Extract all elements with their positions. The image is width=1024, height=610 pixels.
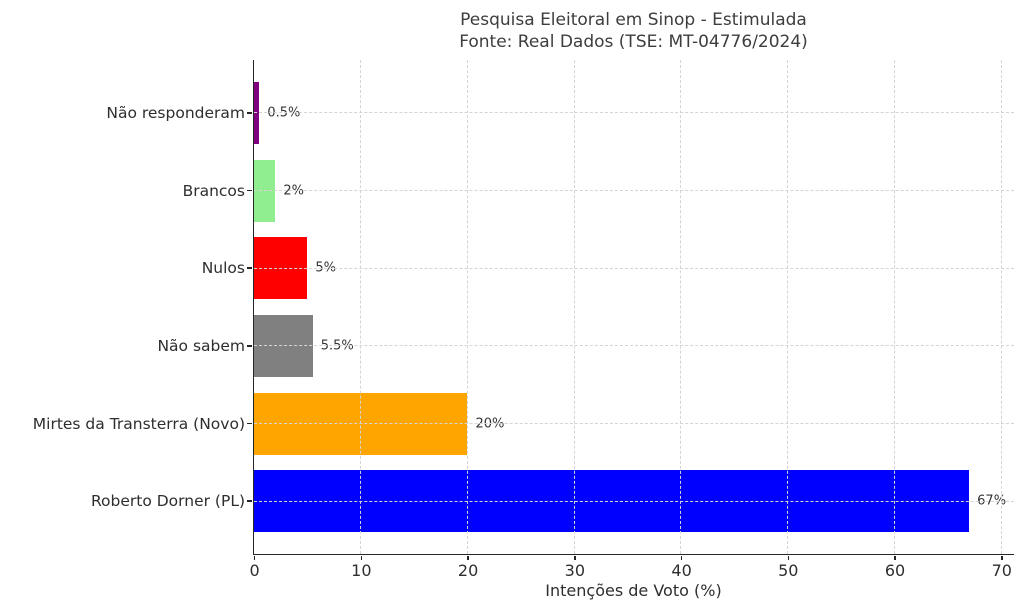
- gridline-vertical: [893, 60, 895, 554]
- category-label: Não responderam: [106, 103, 245, 122]
- category-label: Nulos: [201, 259, 245, 278]
- plot-area: 0.5% 2% 5% 5.5% 20% 67%: [247, 60, 1014, 555]
- x-tick-mark: [467, 555, 469, 561]
- gridline-vertical: [1000, 60, 1002, 554]
- gridline-vertical: [787, 60, 789, 554]
- x-tick-label: 40: [671, 561, 692, 580]
- y-tick-mark: [247, 267, 253, 269]
- x-tick-mark: [787, 555, 790, 561]
- y-tick-mark: [247, 112, 253, 114]
- y-tick-mark: [247, 422, 253, 425]
- x-tick-mark: [894, 555, 896, 561]
- gridline-horizontal: [254, 422, 1014, 424]
- x-axis: 0 10 20 30 40 50 60 70: [249, 555, 1014, 581]
- gridline-vertical: [466, 60, 468, 554]
- x-tick-label: 0: [249, 561, 260, 580]
- gridline-horizontal: [254, 189, 1014, 191]
- x-axis-title: Intenções de Voto (%): [545, 581, 722, 600]
- x-tick-label: 30: [564, 561, 585, 580]
- category-label: Brancos: [182, 181, 245, 200]
- chart-title-block: Pesquisa Eleitoral em Sinop - Estimulada…: [253, 9, 1014, 53]
- gridline-horizontal: [254, 500, 1014, 502]
- x-tick-mark: [360, 555, 363, 561]
- gridline-vertical: [573, 60, 575, 554]
- gridline-horizontal: [254, 112, 1014, 114]
- gridline-vertical: [360, 60, 362, 554]
- x-tick-label: 70: [991, 561, 1012, 580]
- category-label: Mirtes da Transterra (Novo): [32, 414, 245, 433]
- gridline-vertical: [680, 60, 682, 554]
- y-tick-mark: [247, 189, 253, 192]
- x-tick-label: 60: [884, 561, 906, 580]
- x-tick-mark: [680, 555, 683, 561]
- x-tick-label: 20: [457, 561, 479, 580]
- category-label: Roberto Dorner (PL): [90, 492, 245, 511]
- category-label: Não sabem: [157, 336, 245, 355]
- x-tick-mark: [253, 555, 256, 561]
- chart-subtitle: Fonte: Real Dados (TSE: MT-04776/2024): [459, 32, 808, 52]
- y-tick-mark: [247, 500, 253, 502]
- gridline-horizontal: [254, 267, 1014, 269]
- x-tick-mark: [1000, 555, 1003, 561]
- x-tick-label: 10: [351, 561, 372, 580]
- y-tick-mark: [247, 345, 253, 347]
- x-tick-mark: [574, 555, 576, 561]
- x-tick-label: 50: [778, 561, 799, 580]
- y-axis-labels: Não responderam Brancos Nulos Não sabem Mirt…: [0, 60, 245, 554]
- gridline-horizontal: [254, 345, 1014, 347]
- chart-title: Pesquisa Eleitoral em Sinop - Estimulada: [460, 10, 807, 30]
